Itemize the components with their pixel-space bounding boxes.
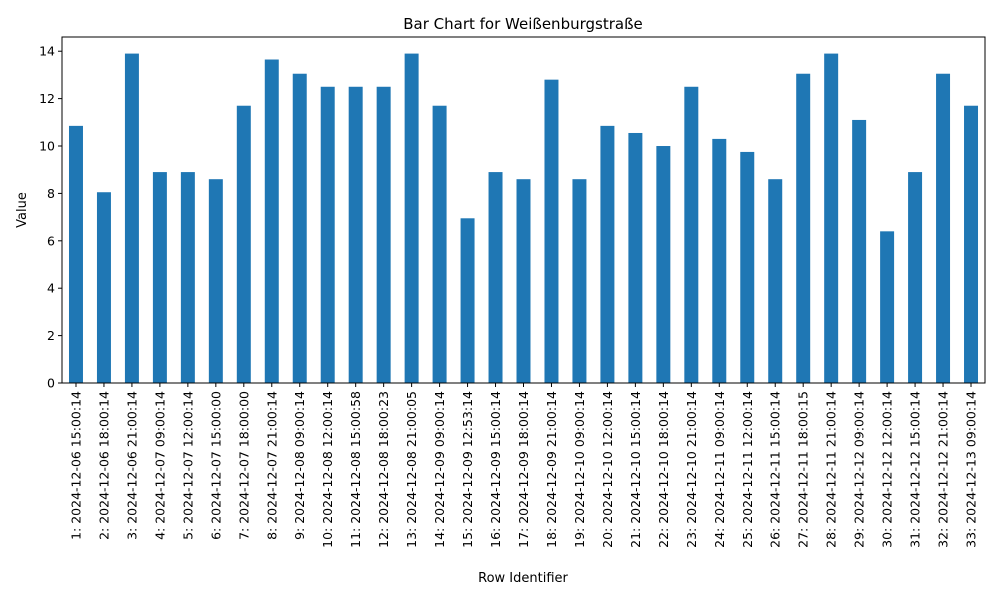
- bar-21: [628, 133, 642, 383]
- bar-16: [489, 172, 503, 383]
- x-tick-label: 9: 2024-12-08 09:00:14: [292, 391, 307, 540]
- bar-32: [936, 74, 950, 383]
- bar-10: [321, 87, 335, 383]
- x-tick-label: 31: 2024-12-12 15:00:14: [908, 391, 923, 548]
- bar-2: [97, 192, 111, 383]
- chart-title: Bar Chart for Weißenburgstraße: [403, 15, 643, 33]
- x-tick-label: 18: 2024-12-09 21:00:14: [544, 391, 559, 548]
- x-tick-label: 10: 2024-12-08 12:00:14: [320, 391, 335, 548]
- y-tick-label: 4: [47, 281, 55, 296]
- bar-1: [69, 126, 83, 383]
- bar-14: [433, 106, 447, 383]
- x-tick-label: 1: 2024-12-06 15:00:14: [68, 391, 83, 540]
- y-tick-label: 12: [39, 91, 55, 106]
- bar-15: [461, 218, 475, 383]
- y-tick-label: 10: [39, 139, 55, 154]
- x-tick-label: 28: 2024-12-11 21:00:14: [824, 391, 839, 548]
- x-tick-label: 3: 2024-12-06 21:00:14: [124, 391, 139, 540]
- bar-30: [880, 231, 894, 383]
- x-tick-label: 32: 2024-12-12 21:00:14: [936, 391, 951, 548]
- bars-group: [69, 54, 978, 383]
- bar-29: [852, 120, 866, 383]
- x-tick-label: 24: 2024-12-11 09:00:14: [712, 391, 727, 548]
- x-tick-label: 21: 2024-12-10 15:00:14: [628, 391, 643, 548]
- bar-7: [237, 106, 251, 383]
- bar-11: [349, 87, 363, 383]
- y-axis: 0 2 4 6 8 10 12 14: [39, 44, 62, 391]
- x-tick-label: 14: 2024-12-09 09:00:14: [432, 391, 447, 548]
- bar-19: [572, 179, 586, 383]
- bar-27: [796, 74, 810, 383]
- x-tick-label: 12: 2024-12-08 18:00:23: [376, 391, 391, 548]
- x-tick-label: 30: 2024-12-12 12:00:14: [880, 391, 895, 548]
- x-tick-label: 27: 2024-12-11 18:00:15: [796, 391, 811, 548]
- x-tick-label: 11: 2024-12-08 15:00:58: [348, 391, 363, 548]
- bar-18: [544, 80, 558, 383]
- x-tick-label: 33: 2024-12-13 09:00:14: [964, 391, 979, 548]
- x-tick-label: 26: 2024-12-11 15:00:14: [768, 391, 783, 548]
- y-tick-label: 2: [47, 328, 55, 343]
- x-tick-label: 5: 2024-12-07 12:00:14: [180, 391, 195, 540]
- bar-20: [600, 126, 614, 383]
- x-tick-label: 2: 2024-12-06 18:00:14: [96, 391, 111, 540]
- bar-28: [824, 54, 838, 383]
- y-tick-label: 0: [47, 376, 55, 391]
- x-tick-label: 19: 2024-12-10 09:00:14: [572, 391, 587, 548]
- bar-3: [125, 54, 139, 383]
- bar-4: [153, 172, 167, 383]
- x-tick-label: 16: 2024-12-09 15:00:14: [488, 391, 503, 548]
- y-tick-label: 6: [47, 233, 55, 248]
- x-tick-label: 17: 2024-12-09 18:00:14: [516, 391, 531, 548]
- bar-12: [377, 87, 391, 383]
- bar-6: [209, 179, 223, 383]
- bar-8: [265, 60, 279, 383]
- bar-13: [405, 54, 419, 383]
- x-tick-label: 22: 2024-12-10 18:00:14: [656, 391, 671, 548]
- x-tick-label: 29: 2024-12-12 09:00:14: [852, 391, 867, 548]
- y-tick-label: 14: [39, 44, 55, 59]
- bar-25: [740, 152, 754, 383]
- x-tick-label: 20: 2024-12-10 12:00:14: [600, 391, 615, 548]
- bar-31: [908, 172, 922, 383]
- bar-33: [964, 106, 978, 383]
- bar-24: [712, 139, 726, 383]
- x-tick-label: 15: 2024-12-09 12:53:14: [460, 391, 475, 548]
- bar-9: [293, 74, 307, 383]
- bar-17: [517, 179, 531, 383]
- x-tick-label: 25: 2024-12-11 12:00:14: [740, 391, 755, 548]
- bar-26: [768, 179, 782, 383]
- x-axis: 1: 2024-12-06 15:00:14 2: 2024-12-06 18:0…: [68, 383, 978, 548]
- bar-23: [684, 87, 698, 383]
- x-tick-label: 13: 2024-12-08 21:00:05: [404, 391, 419, 548]
- x-axis-title: Row Identifier: [478, 571, 568, 586]
- bar-5: [181, 172, 195, 383]
- y-tick-label: 8: [47, 186, 55, 201]
- x-tick-label: 8: 2024-12-07 21:00:14: [264, 391, 279, 540]
- x-tick-label: 7: 2024-12-07 18:00:00: [236, 391, 251, 540]
- x-tick-label: 6: 2024-12-07 15:00:00: [208, 391, 223, 540]
- y-axis-title: Value: [15, 192, 30, 228]
- bar-22: [656, 146, 670, 383]
- x-tick-label: 4: 2024-12-07 09:00:14: [152, 391, 167, 540]
- x-tick-label: 23: 2024-12-10 21:00:14: [684, 391, 699, 548]
